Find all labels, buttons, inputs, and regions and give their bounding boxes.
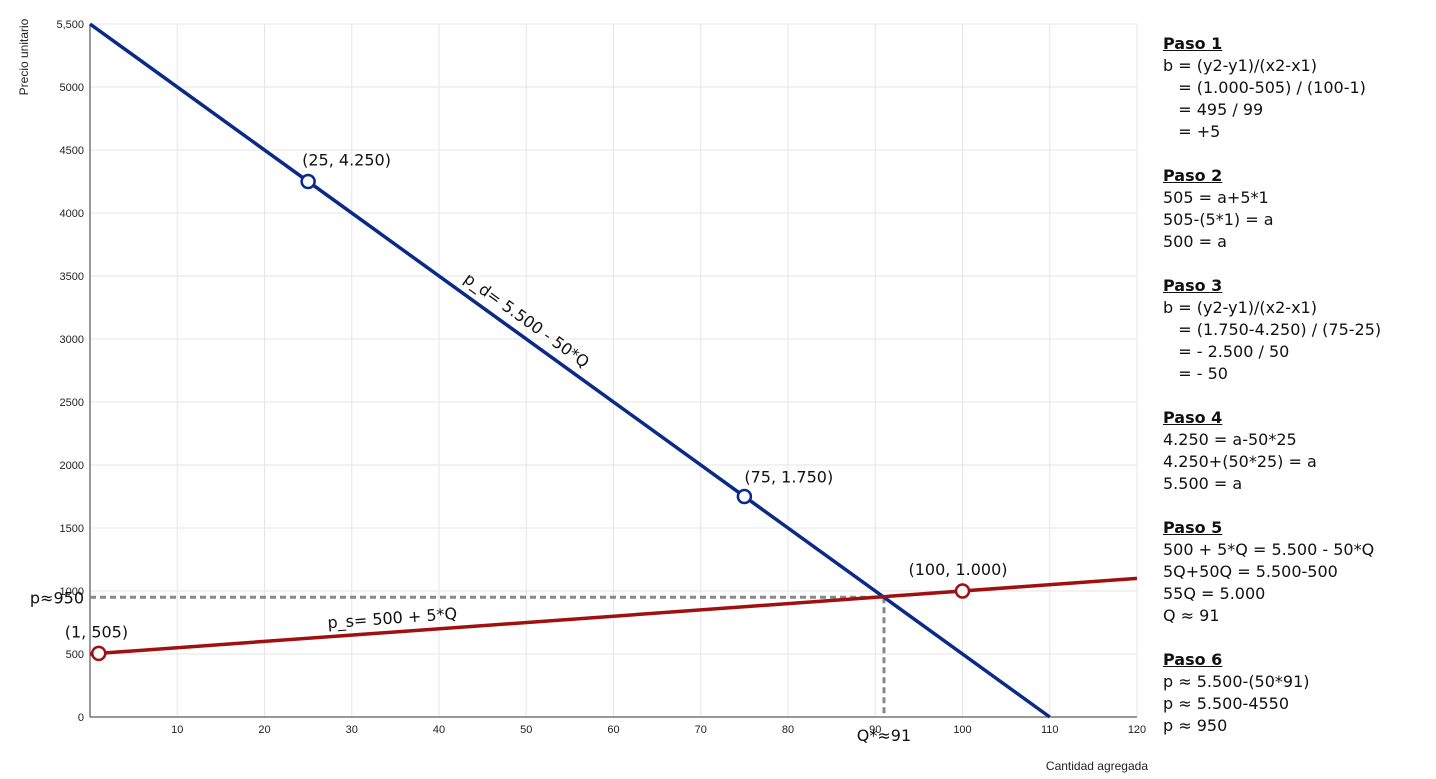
x-tick-label: 110 [1041,724,1059,736]
data-point-label: (75, 1.750) [744,468,833,487]
series-points [90,173,971,662]
y-tick-label: 4500 [60,145,84,157]
ticks: 10 20 30 40 50 60 70 80 90 100 110 120 0 500 1000 1500 2… [56,19,1146,736]
step-line: 55Q = 5.000 [1163,584,1266,603]
step-line: = (1.750-4.250) / (75-25) [1163,320,1382,339]
equilibrium-guides [90,595,886,717]
step-line: = +5 [1163,122,1221,141]
y-tick-label: 5000 [60,82,84,94]
y-tick-label: 500 [66,649,84,661]
y-tick-label: 1000 [60,586,84,598]
y-tick-label: 3000 [60,334,84,346]
y-tick-label: 5,500 [56,19,84,31]
step-line: 505-(5*1) = a [1163,210,1274,229]
data-point-label: (25, 4.250) [302,151,391,170]
step-block: Paso 3 b = (y2-y1)/(x2-x1) = (1.750-4.250… [1163,275,1433,385]
y-tick-label: 4000 [60,208,84,220]
step-block: Paso 5 500 + 5*Q = 5.500 - 50*Q 5Q+50Q = 5… [1163,517,1433,627]
x-tick-label: 100 [953,724,971,736]
series-line [88,22,1051,719]
x-axis-label: Cantidad agregada [1046,759,1148,773]
x-tick-label: 70 [695,724,707,736]
data-point-label: (100, 1.000) [909,560,1008,579]
step-block: Paso 4 4.250 = a-50*25 4.250+(50*25) = a 5.… [1163,407,1433,495]
y-tick-label: 2500 [60,397,84,409]
x-tick-label: 120 [1128,724,1146,736]
step-block: Paso 1 b = (y2-y1)/(x2-x1) = (1.000-505) … [1163,33,1433,143]
step-line: Q ≈ 91 [1163,606,1220,625]
x-tick-label: 90 [869,724,881,736]
step-title: Paso 4 [1163,408,1223,427]
step-title: Paso 6 [1163,650,1223,669]
data-point [300,173,316,190]
y-axis-label: Precio unitario [17,18,31,95]
steps-panel: Paso 1 b = (y2-y1)/(x2-x1) = (1.000-505) … [1163,33,1433,759]
equilibrium-quantity-label: Q*≈91 [857,726,911,745]
step-title: Paso 2 [1163,166,1223,185]
step-line: 505 = a+5*1 [1163,188,1269,207]
x-tick-label: 30 [346,724,358,736]
x-tick-label: 20 [258,724,270,736]
data-point [736,488,753,505]
step-line: p ≈ 5.500-4550 [1163,694,1290,713]
y-tick-label: 2000 [60,460,84,472]
step-title: Paso 1 [1163,34,1223,53]
step-line: 500 = a [1163,232,1227,251]
x-tick-label: 10 [171,724,183,736]
x-tick-label: 80 [782,724,794,736]
data-point-label: (1, 505) [65,622,128,641]
step-line: 5.500 = a [1163,474,1243,493]
step-line: = (1.000-505) / (100-1) [1163,78,1366,97]
step-line: = - 50 [1163,364,1228,383]
data-point [90,645,107,662]
x-tick-label: 60 [607,724,619,736]
step-line: p ≈ 5.500-(50*91) [1163,672,1310,691]
y-tick-label: 0 [78,712,84,724]
step-title: Paso 5 [1163,518,1223,537]
x-tick-label: 40 [433,724,445,736]
equilibrium-price-label: p≈950 [30,588,84,607]
step-line: = 495 / 99 [1163,100,1264,119]
axes [89,24,1137,718]
step-block: Paso 6 p ≈ 5.500-(50*91) p ≈ 5.500-4550 p ≈… [1163,649,1433,737]
step-line: = - 2.500 / 50 [1163,342,1290,361]
step-line: 5Q+50Q = 5.500-500 [1163,562,1338,581]
y-tick-label: 3500 [60,271,84,283]
step-line: 500 + 5*Q = 5.500 - 50*Q [1163,540,1375,559]
step-line: p ≈ 950 [1163,716,1228,735]
y-tick-label: 1500 [60,523,84,535]
step-line: 4.250 = a-50*25 [1163,430,1297,449]
step-title: Paso 3 [1163,276,1223,295]
step-line: 4.250+(50*25) = a [1163,452,1317,471]
x-tick-label: 50 [520,724,532,736]
step-line: b = (y2-y1)/(x2-x1) [1163,298,1317,317]
data-point [954,583,971,599]
step-block: Paso 2 505 = a+5*1 505-(5*1) = a 500 = a [1163,165,1433,253]
grid [90,23,1138,718]
step-line: b = (y2-y1)/(x2-x1) [1163,56,1317,75]
chart-labels: Cantidad agregada Precio unitario p≈950 Q*≈… [17,18,1148,773]
